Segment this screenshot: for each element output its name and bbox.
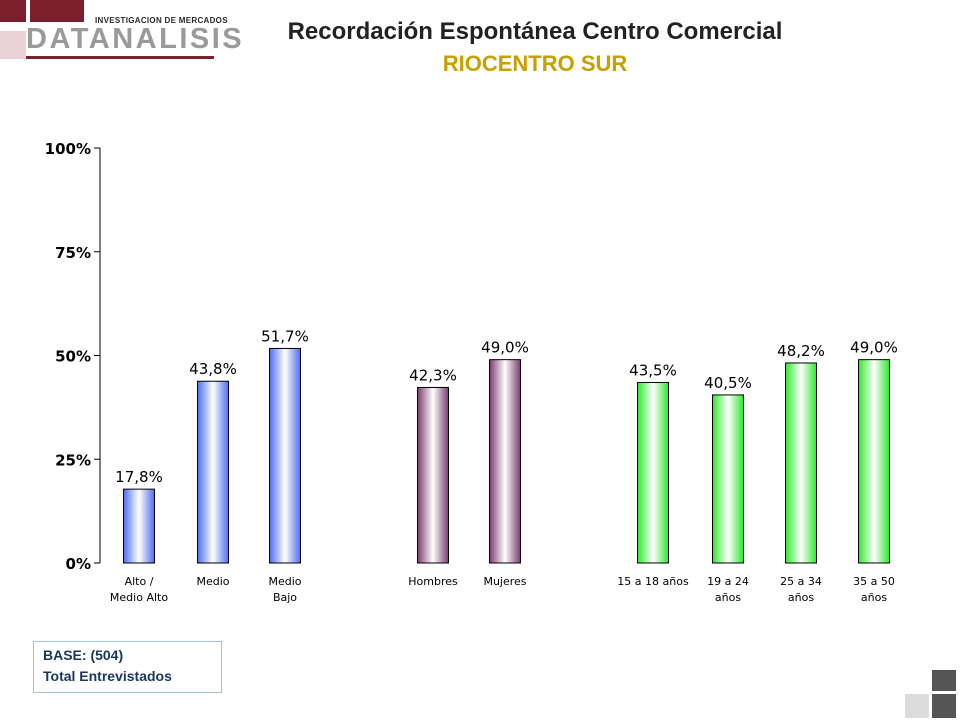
corner-square-dark-top xyxy=(932,670,956,691)
y-tick-label: 0% xyxy=(66,555,91,573)
data-label: 40,5% xyxy=(704,374,752,392)
x-category-label: años xyxy=(788,591,814,604)
corner-square-dark-bottom xyxy=(932,694,956,718)
data-label: 43,5% xyxy=(629,361,677,379)
x-category-label: años xyxy=(861,591,887,604)
x-category-label: 19 a 24 xyxy=(707,575,749,588)
bar-sexo-2 xyxy=(489,359,521,564)
x-category-label: Bajo xyxy=(273,591,297,604)
base-population-label: Total Entrevistados xyxy=(43,668,172,684)
x-category-label: 15 a 18 años xyxy=(617,575,689,588)
datanalisis-logo: INVESTIGACION DE MERCADOS DATANALISIS xyxy=(0,0,242,62)
logo-square-light xyxy=(0,31,26,59)
data-label: 48,2% xyxy=(777,342,825,360)
bar-edad-4 xyxy=(858,359,890,564)
x-category-label: Alto / xyxy=(125,575,154,588)
logo-underline xyxy=(26,56,214,59)
corner-square-mid xyxy=(905,694,929,718)
y-tick-label: 25% xyxy=(55,451,91,469)
x-category-label: Medio Alto xyxy=(110,591,168,604)
logo-square-dark xyxy=(0,0,26,22)
logo-wordmark: DATANALISIS xyxy=(26,23,245,55)
x-category-label: Hombres xyxy=(408,575,458,588)
bar-edad-1 xyxy=(637,381,669,564)
data-label: 51,7% xyxy=(261,327,309,345)
bar-sexo-1 xyxy=(417,386,449,564)
x-category-label: 35 a 50 xyxy=(853,575,895,588)
x-category-label: Mujeres xyxy=(483,575,526,588)
bar-edad-3 xyxy=(785,362,817,564)
y-tick-label: 50% xyxy=(55,348,91,366)
base-note: BASE: (504) Total Entrevistados xyxy=(33,641,222,693)
bar-nse-1 xyxy=(123,488,155,564)
data-label: 42,3% xyxy=(409,366,457,384)
data-label: 49,0% xyxy=(481,339,529,357)
bar-nse-3 xyxy=(269,347,301,564)
bar-edad-2 xyxy=(712,394,744,564)
y-tick-label: 75% xyxy=(55,244,91,262)
logo-tagline: INVESTIGACION DE MERCADOS xyxy=(95,16,228,25)
logo-square-red xyxy=(30,0,84,22)
y-tick-label: 100% xyxy=(45,140,91,158)
x-category-label: años xyxy=(715,591,741,604)
data-label: 17,8% xyxy=(115,468,163,486)
x-category-label: Medio xyxy=(268,575,301,588)
page-subtitle: RIOCENTRO SUR xyxy=(442,51,628,76)
base-size-label: BASE: (504) xyxy=(43,647,124,663)
data-label: 49,0% xyxy=(850,339,898,357)
x-category-label: 25 a 34 xyxy=(780,575,822,588)
data-label: 43,8% xyxy=(189,360,237,378)
x-category-label: Medio xyxy=(196,575,229,588)
page-title: Recordación Espontánea Centro Comercial xyxy=(287,18,783,45)
bar-nse-2 xyxy=(197,380,229,564)
